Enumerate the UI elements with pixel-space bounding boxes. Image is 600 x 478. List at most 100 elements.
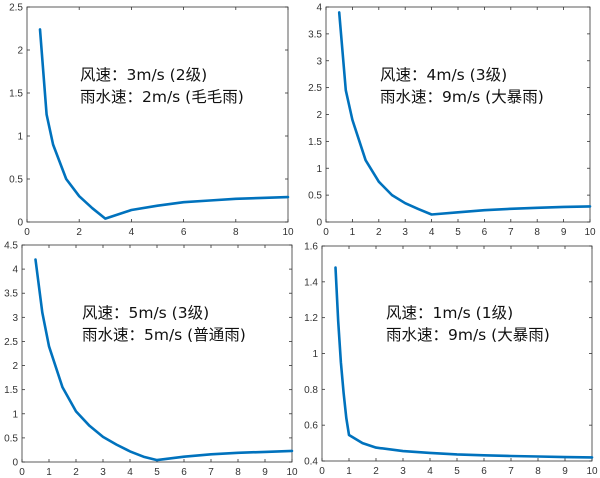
chart-3-y-tick-label: 3	[12, 313, 18, 324]
chart-1-y-tick-label: 1.5	[9, 89, 23, 100]
chart-1-annotation-line-2: 雨水速：2m/s (毛毛雨)	[80, 88, 244, 106]
chart-2-y-tick-label: 2.5	[308, 83, 322, 94]
chart-2-x-tick-label: 3	[402, 227, 408, 238]
chart-1-y-tick-label: 0.5	[9, 175, 23, 186]
chart-3-y-tick-label: 4	[12, 265, 18, 276]
chart-2-x-tick-label: 6	[482, 227, 488, 238]
chart-4-series-line	[334, 266, 594, 459]
chart-2-x-tick-label: 5	[455, 227, 461, 238]
chart-2-series-line	[337, 11, 592, 216]
chart-3-y-tick-label: 3.5	[4, 289, 18, 300]
chart-2-x-tick-label: 4	[429, 227, 435, 238]
chart-panel-3: 0 1 2 3 4 5 6 7 8 9 10 0 0.5 1 1.5 2 2.5 3 3.5 4 4.5 风速：5m/s…	[0, 240, 300, 478]
chart-1-y-tick-label: 2	[17, 46, 23, 57]
chart-2-annotation-line-1: 风速：4m/s (3级)	[380, 66, 508, 84]
chart-2-x-tick-label: 10	[584, 227, 596, 238]
chart-4-y-tick-label: 0.8	[304, 385, 318, 396]
chart-3-annotation-line-2: 雨水速：5m/s (普通雨)	[82, 326, 246, 344]
chart-2-y-tick-label: 0	[316, 218, 322, 229]
chart-3-annotation: 风速：5m/s (3级) 雨水速：5m/s (普通雨)	[82, 302, 246, 346]
chart-2-y-tick-label: 1.5	[308, 137, 322, 148]
chart-1-axes-box	[26, 6, 289, 223]
chart-3-y-tick-label: 2	[12, 361, 18, 372]
chart-2-x-tick-label: 9	[561, 227, 567, 238]
chart-1-series-line	[38, 28, 290, 220]
chart-2-y-tick-label: 1	[316, 164, 322, 175]
chart-3-x-tick-label: 6	[181, 467, 187, 478]
chart-4-x-tick-label: 8	[535, 466, 541, 477]
chart-1-x-tick-label: 6	[181, 227, 187, 238]
chart-1-annotation: 风速：3m/s (2级) 雨水速：2m/s (毛毛雨)	[80, 64, 244, 108]
chart-3-x-tick-label: 5	[154, 467, 160, 478]
chart-4-annotation-line-2: 雨水速：9m/s (大暴雨)	[386, 326, 550, 344]
chart-3-x-tick-label: 8	[235, 467, 241, 478]
chart-panel-1: 0 2 4 6 8 10 0 0.5 1 1.5 2 2.5 风速：3m/s (2级) 雨水速：2m/…	[0, 0, 300, 240]
chart-3-x-tick-label: 9	[262, 467, 268, 478]
chart-2-x-tick-label: 0	[323, 227, 329, 238]
chart-3-y-tick-label: 4.5	[4, 241, 18, 252]
chart-3-y-tick-label: 0	[12, 458, 18, 469]
chart-3-x-tick-label: 2	[73, 467, 79, 478]
chart-2-y-tick-label: 2	[316, 110, 322, 121]
chart-4-annotation: 风速：1m/s (1级) 雨水速：9m/s (大暴雨)	[386, 302, 550, 346]
chart-1-x-tick-label: 4	[129, 227, 135, 238]
chart-2-annotation-line-2: 雨水速：9m/s (大暴雨)	[380, 88, 544, 106]
chart-4-x-tick-label: 3	[400, 466, 406, 477]
chart-1-x-tick-label: 8	[233, 227, 239, 238]
chart-4-annotation-line-1: 风速：1m/s (1级)	[386, 304, 514, 322]
chart-3-y-tick-label: 1	[12, 409, 18, 420]
chart-4-x-tick-label: 4	[427, 466, 433, 477]
chart-3-y-tick-label: 2.5	[4, 337, 18, 348]
chart-2-y-tick-label: 0.5	[308, 191, 322, 202]
chart-1-x-tick-label: 10	[282, 227, 294, 238]
chart-4-y-tick-label: 0.4	[304, 457, 318, 468]
chart-2-y-tick-label: 3	[316, 56, 322, 67]
chart-panel-4: 0 1 2 3 4 5 6 7 8 9 10 0.4 0.6 0.8 1 1.2 1.4 1.6 风速：1m/s …	[300, 240, 600, 478]
chart-2-plot: 0 1 2 3 4 5 6 7 8 9 10 0 0.5 1 1.5 2 2.5 3 3.5 4	[308, 3, 596, 239]
chart-3-x-tick-label: 0	[19, 467, 25, 478]
chart-4-x-tick-label: 5	[454, 466, 460, 477]
chart-3-x-tick-label: 1	[46, 467, 52, 478]
chart-4-plot: 0 1 2 3 4 5 6 7 8 9 10 0.4 0.6 0.8 1 1.2 1.4 1.6	[304, 242, 598, 478]
chart-3-y-tick-label: 1.5	[4, 385, 18, 396]
chart-4-y-tick-label: 1	[312, 349, 318, 360]
chart-4-x-tick-label: 6	[481, 466, 487, 477]
chart-3-axes-box	[21, 244, 293, 463]
chart-3-y-tick-label: 0.5	[4, 433, 18, 444]
chart-1-y-tick-label: 2.5	[9, 3, 23, 14]
chart-3-annotation-line-1: 风速：5m/s (3级)	[82, 304, 210, 322]
chart-2-y-tick-label: 3.5	[308, 29, 322, 40]
chart-3-plot: 0 1 2 3 4 5 6 7 8 9 10 0 0.5 1 1.5 2 2.5 3 3.5 4 4.5	[4, 241, 298, 478]
chart-4-x-tick-label: 0	[319, 466, 325, 477]
chart-4-y-tick-label: 0.6	[304, 421, 318, 432]
chart-2-x-tick-label: 2	[376, 227, 382, 238]
chart-2-annotation: 风速：4m/s (3级) 雨水速：9m/s (大暴雨)	[380, 64, 544, 108]
chart-4-y-tick-label: 1.4	[304, 277, 318, 288]
chart-2-x-tick-label: 7	[508, 227, 514, 238]
chart-2-axes-box	[325, 6, 591, 223]
chart-4-y-tick-label: 1.2	[304, 313, 318, 324]
chart-2-x-tick-label: 1	[350, 227, 356, 238]
chart-4-axes-box	[321, 245, 593, 462]
chart-panel-2: 0 1 2 3 4 5 6 7 8 9 10 0 0.5 1 1.5 2 2.5 3 3.5 4 风速：4m/s (3…	[300, 0, 600, 240]
chart-3-x-tick-label: 4	[127, 467, 133, 478]
chart-3-x-tick-label: 10	[286, 467, 298, 478]
chart-1-x-tick-label: 2	[76, 227, 82, 238]
chart-4-x-tick-label: 7	[508, 466, 514, 477]
chart-2-y-tick-label: 4	[316, 3, 322, 14]
chart-2-x-tick-label: 8	[534, 227, 540, 238]
chart-1-annotation-line-1: 风速：3m/s (2级)	[80, 66, 208, 84]
chart-1-y-tick-label: 1	[17, 132, 23, 143]
chart-3-x-tick-label: 7	[208, 467, 214, 478]
chart-4-x-tick-label: 10	[586, 466, 598, 477]
chart-4-y-tick-label: 1.6	[304, 242, 318, 253]
chart-4-x-tick-label: 1	[346, 466, 352, 477]
chart-4-x-tick-label: 9	[562, 466, 568, 477]
chart-4-x-tick-label: 2	[373, 466, 379, 477]
chart-1-x-tick-label: 0	[24, 227, 30, 238]
chart-1-plot: 0 2 4 6 8 10 0 0.5 1 1.5 2 2.5	[9, 3, 294, 239]
chart-3-series-line	[34, 258, 294, 462]
chart-3-x-tick-label: 3	[100, 467, 106, 478]
chart-1-y-tick-label: 0	[17, 218, 23, 229]
